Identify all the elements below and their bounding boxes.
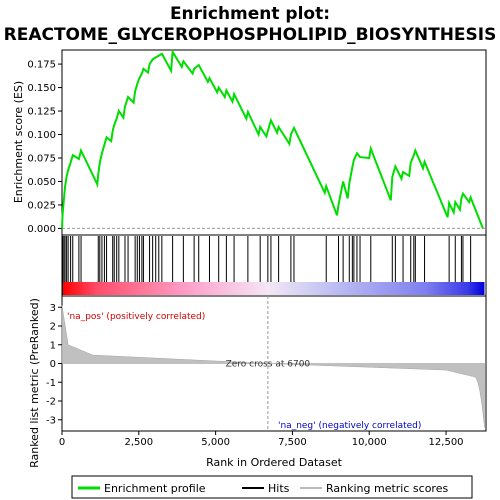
positive-correlation-label: 'na_pos' (positively correlated) (67, 312, 205, 322)
metric-y-tick-label: -3 (46, 415, 56, 426)
legend-item-ranking-metric: Ranking metric scores (300, 482, 448, 495)
es-y-tick-label: 0.150 (27, 83, 56, 94)
es-y-tick-label: 0.100 (27, 130, 56, 141)
legend-item-hits: Hits (242, 482, 290, 495)
x-tick-label: 5,000 (201, 437, 230, 448)
es-y-axis-label: Enrichment score (ES) (12, 81, 25, 203)
es-y-tick-label: 0.050 (27, 177, 56, 188)
legend-label-enrichment-profile: Enrichment profile (104, 482, 206, 495)
ranking-metric-area (61, 305, 485, 428)
x-tick-label: 0 (59, 437, 65, 448)
metric-y-tick-label: -1 (46, 378, 56, 389)
metric-y-tick-label: -2 (46, 397, 56, 408)
legend-label-hits: Hits (268, 482, 290, 495)
negative-correlation-label: 'na_neg' (negatively correlated) (278, 421, 421, 431)
es-y-tick-label: 0.025 (27, 200, 56, 211)
metric-y-tick-label: 0 (50, 359, 56, 370)
legend-label-ranking-metric: Ranking metric scores (326, 482, 448, 495)
legend-box (71, 475, 473, 499)
metric-y-tick-label: 2 (50, 322, 56, 333)
x-tick-label: 7,500 (278, 437, 307, 448)
es-y-tick-label: 0.000 (27, 224, 56, 235)
es-y-tick-label: 0.175 (27, 60, 56, 71)
chart-title-line2: REACTOME_GLYCEROPHOSPHOLIPID_BIOSYNTHESI… (4, 25, 497, 45)
metric-y-tick-label: 3 (50, 303, 56, 314)
x-tick-label: 12,500 (429, 437, 464, 448)
es-panel-frame (61, 49, 487, 236)
x-tick-label: 2,500 (124, 437, 153, 448)
metric-y-axis-label: Ranked list metric (PreRanked) (28, 298, 41, 468)
metric-y-tick-label: 1 (50, 340, 56, 351)
es-y-tick-label: 0.125 (27, 107, 56, 118)
metric-y-axis: 3 2 1 0 -1 -2 -3 (46, 303, 62, 426)
es-y-axis: 0.000 0.025 0.050 0.075 0.100 0.125 0.150 0.175 (27, 60, 62, 235)
x-tick-label: 10,000 (352, 437, 387, 448)
enrichment-profile-line (61, 48, 484, 229)
zero-cross-label: Zero cross at 6700 (226, 360, 311, 370)
legend-item-enrichment-profile: Enrichment profile (78, 482, 206, 495)
chart-title-line1: Enrichment plot: (170, 4, 330, 24)
x-axis-label: Rank in Ordered Dataset (206, 456, 343, 469)
es-y-tick-label: 0.075 (27, 153, 56, 164)
rank-color-gradient (63, 282, 485, 295)
x-axis: 0 2,500 5,000 7,500 10,000 12,500 (59, 431, 464, 448)
rank-color-bar (63, 282, 485, 295)
